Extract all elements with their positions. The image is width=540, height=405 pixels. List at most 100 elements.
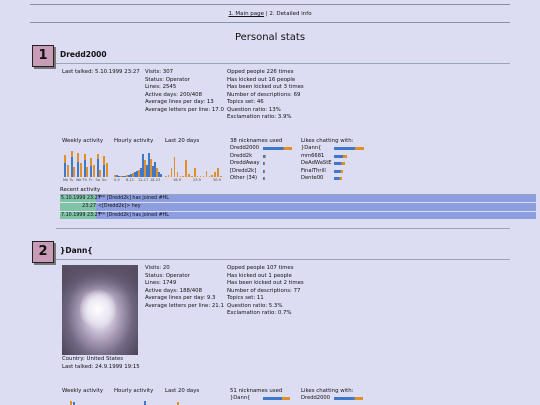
- hourly-bar: [138, 170, 140, 177]
- weekly-day-label: We: [76, 178, 82, 182]
- hourly-chart: [114, 147, 162, 177]
- weekly-bar-orange-side: [86, 167, 88, 177]
- extra-exclamation: Exclamation ratio: 3.9%: [227, 114, 292, 120]
- hourly-bar: [150, 159, 152, 177]
- hourly-tick-label: 6-11: [126, 178, 134, 182]
- last20-tick-label: 16.9: [173, 178, 181, 182]
- hourly-bar: [116, 175, 118, 177]
- hourly-bar: [128, 175, 130, 177]
- last20-bar: [182, 176, 184, 177]
- user-country: Country: United States: [62, 356, 124, 362]
- top-rule: [30, 4, 510, 5]
- list-item: Dredd2000: [230, 145, 292, 153]
- recent-time: 7.10.1999 23:27: [60, 211, 101, 220]
- hourly-tick-label: 18-23: [150, 178, 161, 182]
- weekly-bar-orange: [83, 154, 86, 160]
- hourly-bar: [148, 153, 150, 177]
- hourly-bar: [136, 171, 138, 177]
- last-talked: Last talked: 5.10.1999 23:27: [62, 69, 140, 75]
- last20-bar: [211, 175, 213, 177]
- weekly-chart: [62, 147, 110, 177]
- top-nav: 1. Main page | 2. Detailed info: [0, 11, 540, 17]
- hourly-bar: [154, 162, 156, 177]
- hourly-bar: [152, 166, 154, 177]
- nav-separator: |: [264, 11, 270, 17]
- hourly-bar: [126, 175, 128, 177]
- list-item: Other (34): [230, 175, 292, 183]
- list-item-bar: [334, 177, 342, 181]
- recent-activity-row: 5.10.1999 23:27*** [Dredd2k] has joined …: [60, 195, 536, 204]
- list-item: DeAdWaStE: [301, 160, 364, 168]
- recent-time: 23:27: [60, 203, 96, 211]
- weekly-bar-orange: [90, 158, 92, 166]
- list-item-bar: [263, 162, 265, 166]
- weekly-bar: [73, 402, 75, 405]
- user-rule: [56, 63, 510, 64]
- list-item-bar: [334, 162, 345, 166]
- last20-bar: [179, 176, 182, 177]
- weekly-bar-blue: [90, 166, 92, 177]
- hourly-bar: [114, 175, 116, 177]
- weekly-day-label: Mo: [63, 178, 69, 182]
- user-extra-stats: Opped people 107 times Has kicked out 1 …: [227, 265, 304, 318]
- extra-been-kicked: Has been kicked out 3 times: [227, 84, 304, 90]
- extra-topics: Topics set: 46: [227, 99, 264, 105]
- hourly-tick-label: 12-17: [138, 178, 149, 182]
- last20-bar: [208, 176, 211, 177]
- main-page-link[interactable]: 1. Main page: [228, 11, 265, 17]
- likes-chatting-label: Likes chatting with:: [301, 388, 354, 394]
- user-extra-stats: Opped people 226 times Has kicked out 16…: [227, 69, 304, 122]
- hourly-chart-partial: [114, 401, 162, 405]
- hourly-bar: [156, 168, 158, 177]
- stat-visits: Visits: 20: [145, 265, 170, 271]
- weekly-day-label: Th: [82, 178, 87, 182]
- weekly-bar-orange-side: [105, 163, 108, 177]
- extra-question: Question ratio: 13%: [227, 106, 281, 113]
- weekly-bar-orange-side: [66, 165, 69, 177]
- last20-bar: [214, 172, 216, 177]
- weekly-bar-blue: [83, 160, 86, 177]
- last20-bar: [188, 174, 190, 177]
- weekly-bar-blue: [64, 163, 66, 177]
- hourly-bar: [124, 176, 126, 177]
- list-item-name: Dredd2k: [230, 152, 253, 159]
- list-item-bar: [334, 154, 347, 158]
- extra-descriptions: Number of descriptions: 69: [227, 91, 301, 98]
- user-separator: [56, 228, 510, 229]
- recent-activity-label: Recent activity: [60, 187, 101, 193]
- weekly-bar-orange: [70, 151, 73, 157]
- recent-message: <[Dredd2k]> hey: [98, 204, 141, 210]
- nav-rule: [30, 22, 510, 23]
- rank-badge: 1: [32, 45, 54, 67]
- list-item: Dredd2000: [301, 395, 363, 403]
- list-item-name: Other (34): [230, 175, 258, 181]
- nickname-list: Dredd2000 Dredd2k DreddAway [Dredd2k] Other …: [230, 145, 292, 183]
- hourly-tick-label: 0-5: [114, 178, 120, 182]
- list-item-name: }Dann{: [230, 395, 251, 401]
- last20-chart-partial: [165, 401, 223, 405]
- last20-bar: [220, 176, 222, 177]
- likes-list: Dredd2000: [301, 395, 363, 403]
- extra-been-kicked: Has been kicked out 2 times: [227, 280, 304, 286]
- stat-avg-lines: Average lines per day: 9.3: [145, 295, 216, 301]
- last20-label: Last 20 days: [165, 138, 200, 144]
- weekly-bar-blue: [96, 159, 99, 177]
- extra-descriptions: Number of descriptions: 77: [227, 287, 301, 294]
- weekly-bar-orange: [77, 153, 79, 162]
- weekly-bar-orange-side: [99, 170, 101, 177]
- extra-exclamation: Exclamation ratio: 0.7%: [227, 310, 292, 316]
- list-item-bar: [263, 169, 265, 173]
- hourly-bar: [140, 168, 142, 177]
- recent-activity-row: 23:27 <[Dredd2k]> hey: [60, 203, 536, 212]
- list-item: [Dredd2k]: [230, 168, 292, 176]
- hourly-bar: [134, 172, 136, 177]
- likes-list: }Dann{mm6681 DeAdWaStE FinalThrill Dente00: [301, 145, 364, 183]
- list-item-name: [Dredd2k]: [230, 167, 257, 174]
- last20-bar: [199, 176, 202, 177]
- list-item-bar: [263, 147, 292, 151]
- detailed-info-label: 2. Detailed info: [269, 11, 312, 17]
- extra-opped: Opped people 107 times: [227, 265, 294, 271]
- stat-active-days: Active days: 188/408: [145, 287, 203, 294]
- hourly-label: Hourly activity: [114, 138, 154, 144]
- last20-tick-label: 23.9: [193, 178, 201, 182]
